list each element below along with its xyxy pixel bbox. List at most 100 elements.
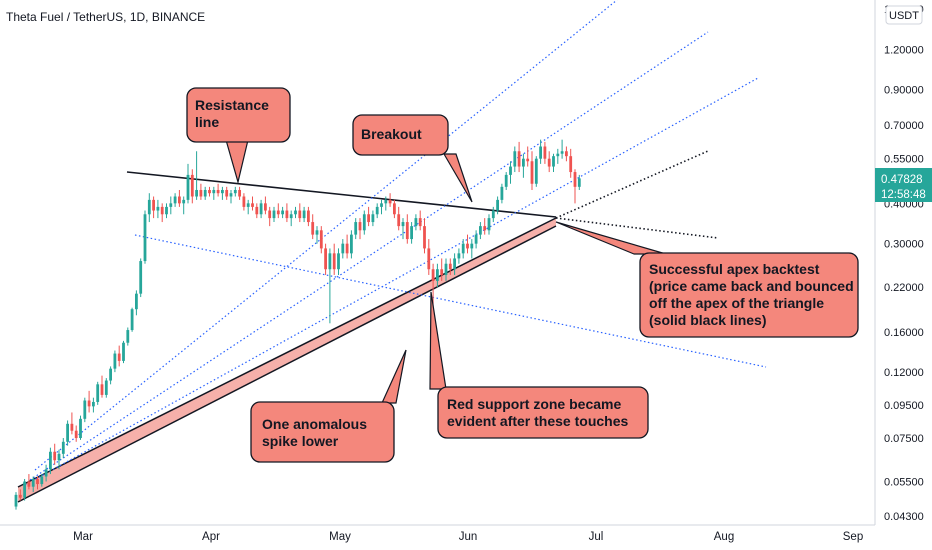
candle xyxy=(534,156,538,187)
candle-body xyxy=(57,453,61,461)
candle xyxy=(66,420,69,446)
time-tick-label: Jul xyxy=(589,531,604,543)
candle xyxy=(367,206,370,227)
candle xyxy=(225,186,229,200)
candle xyxy=(345,234,349,259)
candle-body xyxy=(573,172,577,187)
candle xyxy=(547,151,551,173)
candle-body xyxy=(397,214,401,227)
candle xyxy=(195,151,198,200)
candle xyxy=(319,226,323,254)
candle xyxy=(560,139,564,159)
candle xyxy=(53,443,57,465)
candle xyxy=(380,199,383,215)
callout-spike-line1: One anomalous xyxy=(262,416,367,432)
candle-body xyxy=(440,269,444,275)
candle-body xyxy=(539,146,542,159)
candle xyxy=(341,239,345,259)
candle-body xyxy=(264,203,267,211)
candle-body xyxy=(109,368,112,381)
candle-body xyxy=(556,153,560,157)
candle xyxy=(298,203,302,223)
callout-support-box xyxy=(437,386,649,439)
callout-support-line2: evident after these touches xyxy=(447,413,628,429)
candle-body xyxy=(216,189,220,194)
candle xyxy=(324,243,327,275)
candle xyxy=(384,196,388,211)
candle-body xyxy=(302,210,306,219)
candle-body xyxy=(530,161,534,184)
candle-body xyxy=(135,293,138,310)
price-tick-label: 0.16000 xyxy=(884,327,924,339)
candle-body xyxy=(225,189,229,197)
candle-body xyxy=(44,469,48,477)
candle xyxy=(453,253,456,275)
candle xyxy=(79,415,82,440)
candle xyxy=(272,206,276,223)
candle xyxy=(122,340,125,364)
candle-body xyxy=(324,248,327,270)
candle xyxy=(109,366,112,385)
callout-spike-line2: spike lower xyxy=(262,433,339,449)
candle xyxy=(423,218,426,254)
price-tick-label: 0.09500 xyxy=(884,400,924,412)
candle-body xyxy=(461,243,465,254)
candle-body xyxy=(27,481,31,487)
candle-body xyxy=(380,203,383,207)
candle xyxy=(203,186,207,200)
support-line-top xyxy=(17,217,557,488)
candle xyxy=(87,390,91,413)
candle-body xyxy=(242,196,246,207)
candle xyxy=(474,230,478,249)
candle-body xyxy=(457,253,461,259)
candle xyxy=(556,148,560,164)
callout-apex-line3: off the apex of the triangle xyxy=(649,295,824,311)
candle xyxy=(135,290,138,316)
candle-body xyxy=(431,269,435,281)
candle xyxy=(160,203,164,223)
candle-body xyxy=(104,380,108,395)
candle-body xyxy=(49,451,52,470)
candle-body xyxy=(165,206,168,215)
candle xyxy=(61,438,65,459)
candle-body xyxy=(487,218,491,231)
candle xyxy=(328,248,332,324)
candle-body xyxy=(276,210,280,215)
time-tick-label: Jun xyxy=(459,531,478,543)
candle-body xyxy=(87,400,91,407)
candle-body xyxy=(496,199,499,211)
candle xyxy=(500,183,504,204)
callout-resistance-line1: Resistance xyxy=(195,97,269,113)
candle-body xyxy=(371,214,375,223)
candle-body xyxy=(83,400,87,419)
candle xyxy=(311,214,315,240)
candle-body xyxy=(367,214,370,223)
candle xyxy=(229,189,233,204)
candle-body xyxy=(294,210,297,215)
candle-body xyxy=(315,230,319,235)
candle xyxy=(479,222,482,240)
candle xyxy=(457,248,461,264)
candle-body xyxy=(251,203,254,207)
candle xyxy=(190,169,194,204)
candle-body xyxy=(173,196,177,204)
candle xyxy=(251,196,254,211)
candle xyxy=(401,218,405,240)
candle xyxy=(96,381,100,405)
candle-body xyxy=(143,214,147,262)
candle-body xyxy=(208,189,211,194)
candle-body xyxy=(117,353,121,361)
spike-pointer xyxy=(381,349,407,404)
candle xyxy=(212,186,216,200)
candle xyxy=(57,449,61,470)
current-price-badge: 0.47828 12:58:48 xyxy=(875,168,932,202)
candle xyxy=(565,146,568,162)
candle-body xyxy=(259,203,263,215)
candle xyxy=(178,189,181,207)
candle xyxy=(173,193,177,207)
candle xyxy=(27,474,31,490)
resistance-line xyxy=(126,171,557,218)
currency-badge[interactable]: USDT xyxy=(885,5,923,25)
